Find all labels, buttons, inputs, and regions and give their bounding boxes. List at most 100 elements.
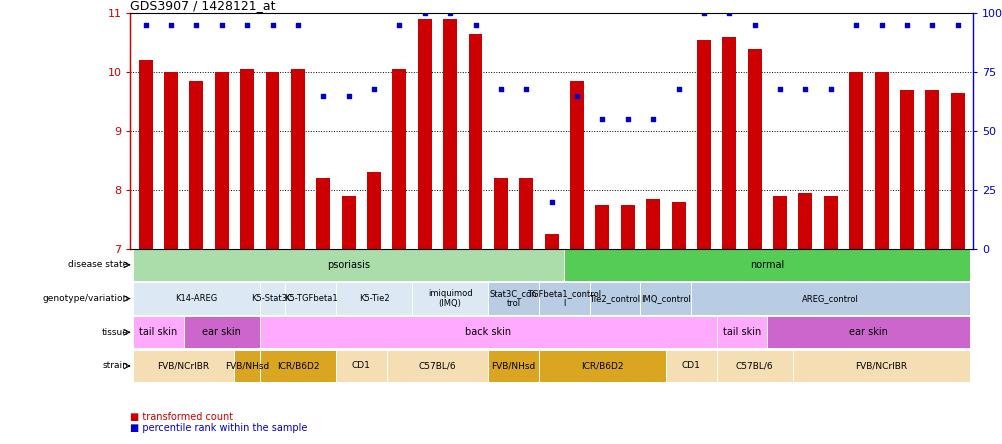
Point — [391, 21, 407, 28]
Bar — [133, 350, 234, 382]
Bar — [823, 196, 837, 249]
Bar — [538, 350, 665, 382]
Bar — [925, 90, 938, 249]
Text: FVB/NHsd: FVB/NHsd — [491, 361, 535, 370]
Point — [745, 21, 762, 28]
Bar — [260, 282, 285, 315]
Text: disease state: disease state — [68, 260, 128, 270]
Bar — [488, 350, 538, 382]
Bar — [392, 69, 406, 249]
Text: Tie2_control: Tie2_control — [589, 294, 640, 303]
Text: ■ percentile rank within the sample: ■ percentile rank within the sample — [130, 423, 308, 433]
Point — [720, 10, 736, 17]
Bar — [133, 249, 564, 281]
Bar — [291, 69, 305, 249]
Bar — [746, 49, 761, 249]
Point — [265, 21, 281, 28]
Point — [290, 21, 306, 28]
Bar — [538, 282, 589, 315]
Bar — [285, 282, 336, 315]
Point — [416, 10, 432, 17]
Text: Stat3C_con
trol: Stat3C_con trol — [489, 289, 537, 308]
Bar — [874, 72, 888, 249]
Bar — [412, 282, 488, 315]
Bar — [164, 72, 177, 249]
Bar — [468, 34, 482, 249]
Point — [594, 115, 610, 123]
Text: TGFbeta1_control
l: TGFbeta1_control l — [527, 289, 601, 308]
Point — [162, 21, 178, 28]
Point — [772, 85, 788, 92]
Text: ■ transformed count: ■ transformed count — [130, 412, 233, 422]
Bar — [767, 316, 969, 349]
Bar — [671, 202, 684, 249]
Text: normal: normal — [749, 260, 784, 270]
Bar — [696, 40, 710, 249]
Text: psoriasis: psoriasis — [327, 260, 370, 270]
Text: ear skin: ear skin — [849, 327, 888, 337]
Bar — [342, 196, 356, 249]
Bar — [316, 178, 330, 249]
Bar — [133, 282, 260, 315]
Text: FVB/NHsd: FVB/NHsd — [224, 361, 269, 370]
Point — [568, 92, 584, 99]
Text: K14-AREG: K14-AREG — [175, 294, 217, 303]
Bar — [260, 316, 715, 349]
Bar — [773, 196, 787, 249]
Text: AREG_control: AREG_control — [802, 294, 859, 303]
Bar — [899, 90, 913, 249]
Bar — [418, 19, 431, 249]
Bar — [133, 316, 183, 349]
Text: ear skin: ear skin — [202, 327, 240, 337]
Text: FVB/NCrIBR: FVB/NCrIBR — [855, 361, 907, 370]
Bar — [266, 72, 280, 249]
Bar — [493, 178, 507, 249]
Text: ICR/B6D2: ICR/B6D2 — [580, 361, 623, 370]
Bar — [336, 350, 387, 382]
Bar — [387, 350, 488, 382]
Bar — [715, 316, 767, 349]
Text: C57BL/6: C57BL/6 — [418, 361, 456, 370]
Point — [467, 21, 483, 28]
Bar — [183, 316, 260, 349]
Point — [213, 21, 229, 28]
Point — [238, 21, 255, 28]
Point — [341, 92, 357, 99]
Bar — [189, 81, 203, 249]
Text: strain: strain — [102, 361, 128, 370]
Bar — [620, 205, 634, 249]
Point — [315, 92, 331, 99]
Point — [644, 115, 660, 123]
Text: CD1: CD1 — [681, 361, 700, 370]
Bar — [569, 81, 583, 249]
Point — [442, 10, 458, 17]
Point — [695, 10, 711, 17]
Point — [188, 21, 204, 28]
Bar — [544, 234, 558, 249]
Bar — [239, 69, 254, 249]
Bar — [665, 350, 715, 382]
Point — [137, 21, 153, 28]
Text: imiquimod
(IMQ): imiquimod (IMQ) — [428, 289, 472, 308]
Text: tail skin: tail skin — [139, 327, 177, 337]
Bar — [138, 60, 152, 249]
Bar — [564, 249, 969, 281]
Bar — [260, 350, 336, 382]
Text: K5-Stat3C: K5-Stat3C — [252, 294, 294, 303]
Bar — [645, 198, 659, 249]
Text: tissue: tissue — [101, 328, 128, 337]
Text: tail skin: tail skin — [722, 327, 761, 337]
Text: IMQ_control: IMQ_control — [640, 294, 690, 303]
Bar — [488, 282, 538, 315]
Bar — [640, 282, 690, 315]
Text: back skin: back skin — [465, 327, 511, 337]
Point — [543, 198, 559, 205]
Bar — [367, 172, 381, 249]
Bar — [589, 282, 640, 315]
Bar — [849, 72, 863, 249]
Bar — [950, 93, 964, 249]
Bar — [214, 72, 228, 249]
Point — [619, 115, 635, 123]
Bar — [443, 19, 457, 249]
Text: C57BL/6: C57BL/6 — [735, 361, 773, 370]
